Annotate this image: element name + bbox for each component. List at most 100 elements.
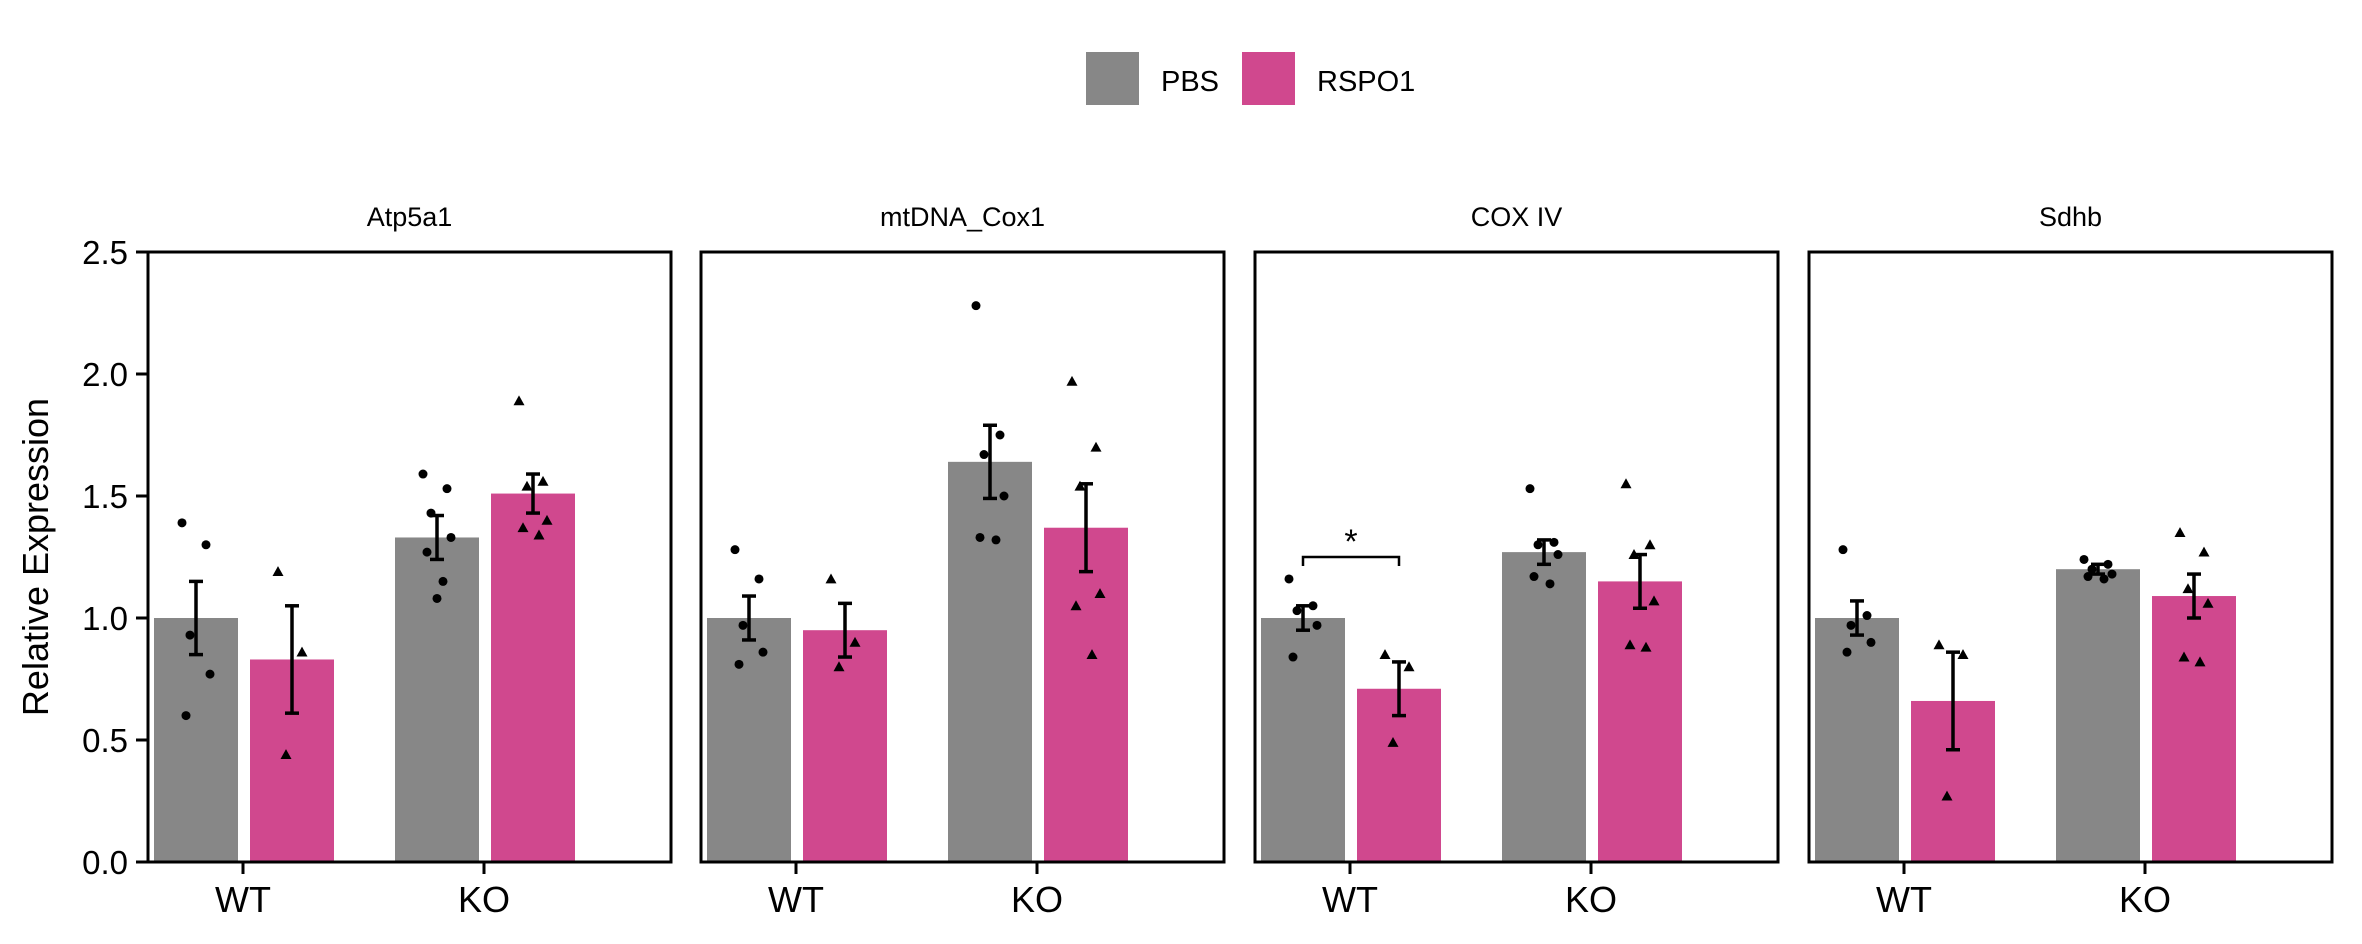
- data-point: [2178, 651, 2190, 662]
- data-point: [1933, 639, 1945, 650]
- data-point: [422, 547, 432, 557]
- data-point: [1090, 441, 1102, 452]
- data-point: [426, 508, 436, 518]
- data-point: [999, 491, 1009, 501]
- panel-frame: [699, 250, 1226, 864]
- x-tick-label: KO: [458, 879, 510, 920]
- bar-pbs-wt: [1815, 618, 1899, 862]
- data-point: [1644, 539, 1656, 550]
- significance-label: *: [1344, 523, 1357, 561]
- data-point: [730, 545, 740, 555]
- data-point: [1525, 484, 1535, 494]
- data-point: [442, 484, 452, 494]
- bar-rspo1-wt: [803, 630, 887, 862]
- panel-frame: [146, 250, 673, 864]
- data-point: [1288, 652, 1298, 662]
- data-point: [738, 620, 748, 630]
- data-point: [181, 711, 191, 721]
- data-point: [1862, 611, 1872, 621]
- panel-cox-iv: COX IV * WT KO: [1253, 202, 1780, 920]
- x-tick-label: KO: [1565, 879, 1617, 920]
- panel-atp5a1: Atp5a1 WT KO: [146, 202, 673, 920]
- bar-pbs-ko: [2056, 569, 2140, 862]
- data-point: [1284, 574, 1294, 584]
- data-point: [1648, 595, 1660, 606]
- bar-pbs-wt: [707, 618, 791, 862]
- data-point: [1957, 649, 1969, 659]
- bar-pbs-ko: [948, 461, 1032, 862]
- panel-frame: [1253, 250, 1780, 864]
- data-point: [2099, 574, 2109, 584]
- data-point: [1941, 790, 1953, 801]
- data-point: [1066, 375, 1078, 386]
- data-point: [280, 749, 292, 760]
- y-tick-label: 2.0: [82, 356, 128, 393]
- bar-rspo1-ko: [1044, 527, 1128, 862]
- data-point: [1312, 620, 1322, 630]
- data-point: [1553, 550, 1563, 560]
- x-tick-label: WT: [768, 879, 824, 920]
- facet-panels: Atp5a1 WT KO mtDNA_Cox1 WT KO COX IV * WT KO Sdhb W…: [146, 202, 2334, 920]
- panel-mtdna-cox1: mtDNA_Cox1 WT KO: [699, 202, 1226, 920]
- data-point: [1866, 637, 1876, 647]
- data-point: [979, 450, 989, 460]
- data-point: [833, 661, 845, 672]
- data-point: [537, 475, 549, 486]
- panel-sdhb: Sdhb WT KO: [1807, 202, 2334, 920]
- panel-title: Atp5a1: [367, 202, 453, 232]
- data-point: [177, 518, 187, 528]
- data-point: [1070, 600, 1082, 611]
- data-point: [1846, 620, 1856, 630]
- data-point: [1545, 579, 1555, 589]
- data-point: [849, 636, 861, 647]
- y-tick-label: 1.0: [82, 600, 128, 637]
- data-point: [825, 573, 837, 584]
- data-point: [975, 532, 985, 542]
- data-point: [2174, 527, 2186, 537]
- panel-title: COX IV: [1471, 202, 1563, 232]
- data-point: [758, 647, 768, 657]
- x-tick-label: WT: [1876, 879, 1932, 920]
- data-point: [1387, 736, 1399, 747]
- data-point: [2182, 583, 2194, 594]
- data-point: [1620, 478, 1632, 489]
- data-point: [1379, 649, 1391, 659]
- legend-swatch-rspo1: [1242, 52, 1295, 105]
- legend-label-rspo1: RSPO1: [1317, 66, 1415, 98]
- bar-rspo1-ko: [1598, 581, 1682, 862]
- data-point: [1403, 661, 1415, 672]
- data-point: [2107, 569, 2117, 579]
- y-tick-label: 0.0: [82, 844, 128, 881]
- legend-label-pbs: PBS: [1161, 66, 1219, 98]
- legend-swatch-pbs: [1086, 52, 1139, 105]
- y-axis: 0.0 0.5 1.0 1.5 2.0 2.5: [82, 234, 150, 881]
- data-point: [754, 574, 764, 584]
- y-axis-label: Relative Expression: [15, 398, 56, 716]
- data-point: [205, 669, 215, 679]
- x-tick-label: WT: [215, 879, 271, 920]
- x-tick-label: KO: [2119, 879, 2171, 920]
- data-point: [971, 301, 981, 311]
- panel-title: Sdhb: [2039, 202, 2102, 232]
- data-point: [2198, 546, 2210, 557]
- y-tick-label: 0.5: [82, 722, 128, 759]
- x-tick-label: KO: [1011, 879, 1063, 920]
- data-point: [513, 395, 525, 406]
- bar-pbs-wt: [154, 618, 238, 862]
- bar-rspo1-ko: [2152, 596, 2236, 862]
- data-point: [1074, 480, 1086, 491]
- panel-title: mtDNA_Cox1: [880, 202, 1045, 232]
- data-point: [1640, 641, 1652, 652]
- bar-rspo1-ko: [491, 493, 575, 862]
- data-point: [533, 529, 545, 540]
- data-point: [296, 646, 308, 657]
- data-point: [1628, 549, 1640, 559]
- bar-pbs-ko: [1502, 552, 1586, 862]
- data-point: [1624, 639, 1636, 650]
- data-point: [734, 659, 744, 669]
- data-point: [541, 514, 553, 525]
- data-point: [1549, 537, 1559, 547]
- data-point: [1533, 540, 1543, 550]
- data-point: [2103, 559, 2113, 569]
